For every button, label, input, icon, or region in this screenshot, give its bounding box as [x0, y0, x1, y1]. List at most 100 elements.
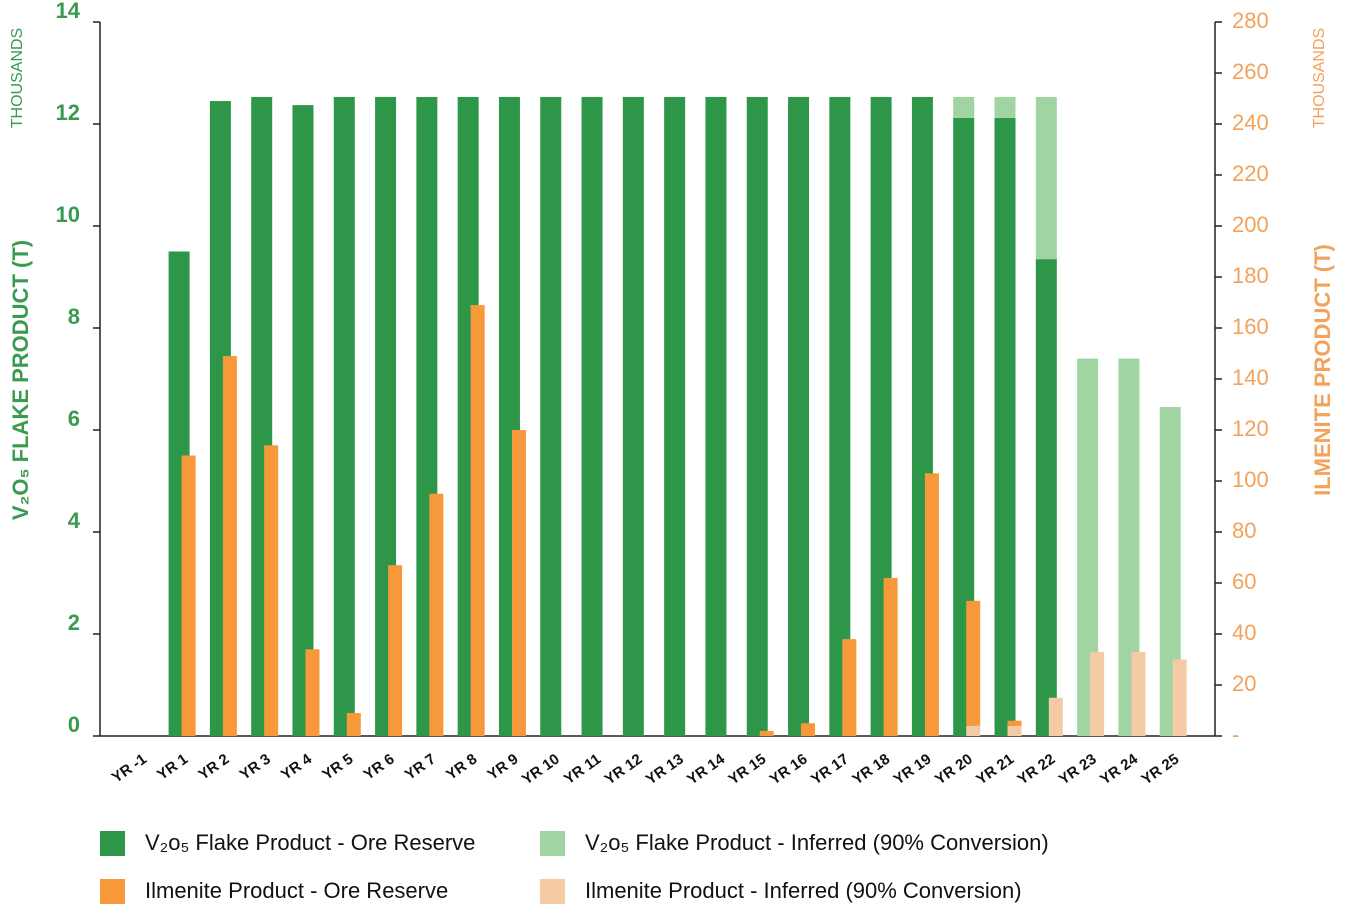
bar	[870, 96, 892, 737]
y2-tick-label: 180	[1232, 263, 1269, 288]
bar	[305, 649, 320, 736]
y-tick-label: 12	[56, 100, 80, 125]
bar	[1090, 651, 1105, 736]
bar	[842, 639, 857, 736]
y2-tick-label: 20	[1232, 671, 1256, 696]
legend-label: Ilmenite Product - Ore Reserve	[145, 878, 448, 903]
y-axis-title: V₂O₅ FLAKE PRODUCT (T)	[8, 240, 33, 520]
x-tick-label: YR 10	[519, 751, 563, 789]
bar	[1035, 96, 1057, 260]
y-unit-label: THOUSANDS	[9, 28, 26, 128]
y-tick-label: 6	[68, 406, 80, 431]
y-tick-label: 0	[68, 712, 80, 737]
bar	[511, 430, 526, 736]
legend-swatch	[540, 831, 565, 856]
bar	[181, 455, 196, 736]
legend-label: Ilmenite Product - Inferred (90% Convers…	[585, 878, 1022, 903]
bar	[994, 96, 1016, 118]
bar	[333, 96, 355, 737]
legend-label: V₂o₅ Flake Product - Inferred (90% Conve…	[585, 830, 1049, 855]
x-tick-label: YR 22	[1014, 751, 1058, 789]
x-tick-label: YR 7	[402, 751, 439, 784]
bar	[746, 96, 768, 737]
bar	[924, 473, 939, 736]
bar	[388, 565, 403, 736]
y2-tick-label: 80	[1232, 518, 1256, 543]
x-tick-label: YR 16	[767, 751, 811, 789]
x-tick-label: YR -1	[109, 751, 150, 787]
bar	[829, 96, 851, 737]
y2-tick-label: 40	[1232, 620, 1256, 645]
x-tick-label: YR 2	[195, 751, 232, 784]
bar	[622, 96, 644, 737]
bar	[346, 713, 361, 736]
x-tick-label: YR 24	[1097, 750, 1141, 788]
bar	[581, 96, 603, 737]
y2-axis-title: ILMENITE PRODUCT (T)	[1310, 244, 1335, 496]
x-tick-label: YR 3	[237, 751, 274, 784]
y2-tick-label: 240	[1232, 110, 1269, 135]
bar	[1007, 725, 1022, 736]
bar	[540, 96, 562, 737]
legend-swatch	[540, 879, 565, 904]
bar	[994, 117, 1016, 736]
bar	[470, 305, 485, 736]
y2-tick-label: 220	[1232, 161, 1269, 186]
bar	[1118, 358, 1140, 736]
bar	[292, 105, 314, 736]
bar	[801, 723, 816, 736]
x-tick-label: YR 15	[725, 751, 769, 789]
bar	[1131, 651, 1146, 736]
x-tick-label: YR 19	[891, 751, 935, 789]
bar	[264, 445, 279, 736]
y-tick-label: 8	[68, 304, 80, 329]
x-tick-label: YR 9	[484, 751, 521, 784]
legend-swatch	[100, 879, 125, 904]
y-tick-label: 10	[56, 202, 80, 227]
bar	[1077, 358, 1099, 736]
x-tick-label: YR 6	[361, 751, 398, 784]
x-tick-label: YR 20	[932, 751, 976, 789]
bar	[705, 96, 727, 737]
bar	[953, 117, 975, 736]
bar	[883, 577, 898, 736]
x-tick-label: YR 11	[561, 751, 604, 788]
x-tick-label: YR 25	[1138, 751, 1182, 789]
bar	[222, 356, 237, 736]
bar	[953, 96, 975, 118]
y2-tick-label: 100	[1232, 467, 1269, 492]
bar	[966, 600, 981, 726]
bar	[759, 730, 774, 736]
x-tick-label: YR 13	[643, 751, 687, 789]
x-tick-label: YR 8	[443, 751, 480, 784]
bar	[1048, 697, 1063, 736]
bar	[1035, 259, 1057, 736]
y2-tick-label: 200	[1232, 212, 1269, 237]
legend-swatch	[100, 831, 125, 856]
bar	[788, 96, 810, 737]
x-tick-label: YR 14	[684, 750, 728, 788]
y2-unit-label: THOUSANDS	[1311, 28, 1328, 128]
y-tick-label: 2	[68, 610, 80, 635]
x-tick-label: YR 23	[1056, 751, 1100, 789]
y2-tick-label: 280	[1232, 8, 1269, 33]
bar	[429, 493, 444, 736]
y-tick-label: 14	[56, 0, 81, 23]
bar	[664, 96, 686, 737]
x-tick-label: YR 21	[973, 751, 1017, 789]
y2-tick-label: -	[1232, 722, 1239, 747]
x-tick-label: YR 12	[602, 751, 646, 789]
y-tick-label: 4	[68, 508, 81, 533]
x-tick-label: YR 5	[319, 751, 356, 784]
bar	[1007, 720, 1022, 726]
y2-tick-label: 260	[1232, 59, 1269, 84]
x-tick-label: YR 4	[278, 750, 316, 783]
y2-tick-label: 160	[1232, 314, 1269, 339]
x-tick-label: YR 18	[849, 751, 893, 789]
y2-tick-label: 140	[1232, 365, 1269, 390]
y2-tick-label: 120	[1232, 416, 1269, 441]
y2-tick-label: 60	[1232, 569, 1256, 594]
bar	[966, 725, 981, 736]
legend-label: V₂o₅ Flake Product - Ore Reserve	[145, 830, 475, 855]
